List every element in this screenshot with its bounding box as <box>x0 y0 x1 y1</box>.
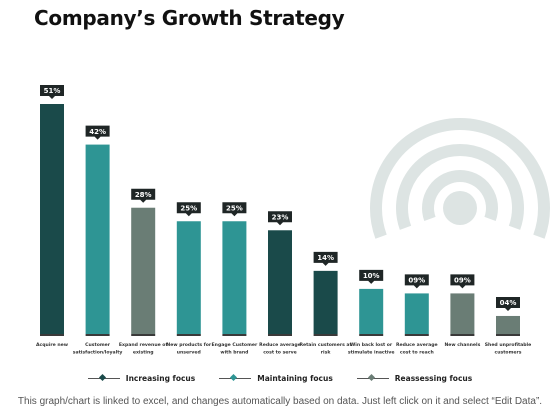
bar <box>40 104 64 334</box>
value-label: 23% <box>272 213 289 221</box>
category-label: Reduce average <box>259 342 301 348</box>
bar-base <box>313 334 338 336</box>
bar-base <box>176 334 201 336</box>
value-tag <box>359 269 384 284</box>
legend-label: Increasing focus <box>125 374 196 383</box>
category-label: existing <box>133 350 154 356</box>
legend-marker-icon <box>356 373 389 383</box>
signal-arcs-icon <box>370 118 550 239</box>
bar-base <box>268 334 292 336</box>
category-label: satisfaction/loyalty <box>73 350 123 356</box>
bar <box>268 230 292 334</box>
bar <box>359 288 384 334</box>
value-label: 25% <box>226 204 243 212</box>
page-title: Company’s Growth Strategy <box>34 6 345 30</box>
bar-base <box>359 334 384 336</box>
bar <box>496 315 520 334</box>
legend-item-reassessing: Reassessing focus <box>356 373 473 383</box>
category-label: stimulate inactive <box>348 350 395 356</box>
value-label: 42% <box>89 128 106 136</box>
value-tag <box>450 274 475 289</box>
category-label: Shed unprofitable <box>485 342 532 348</box>
value-tag <box>40 85 64 99</box>
category-label: New products for <box>166 342 211 348</box>
bar-base <box>222 334 247 336</box>
value-label: 51% <box>44 87 61 95</box>
category-label: Engage Customer <box>212 342 258 348</box>
bar-base <box>496 334 520 336</box>
bar <box>85 144 110 334</box>
bar-base <box>404 334 429 336</box>
category-label: cost to serve <box>263 350 297 356</box>
bar-base <box>85 334 110 336</box>
legend-marker-icon <box>87 373 120 383</box>
value-tag <box>176 202 201 217</box>
category-label: Retain customers at <box>299 342 352 348</box>
chart-legend: Increasing focus Maintaining focus Reass… <box>0 373 560 383</box>
category-label: risk <box>321 350 332 356</box>
category-label: New channels <box>444 342 480 348</box>
bar-base <box>131 334 156 336</box>
value-label: 25% <box>180 204 197 212</box>
value-label: 14% <box>317 254 334 262</box>
category-label: Acquire new <box>36 342 69 348</box>
category-label: unserved <box>177 350 201 356</box>
bar <box>404 293 429 334</box>
bar-base <box>40 334 64 336</box>
value-tag <box>496 296 520 311</box>
value-label: 10% <box>363 272 380 280</box>
value-label: 09% <box>408 277 425 285</box>
value-tag <box>404 274 429 289</box>
value-label: 28% <box>135 191 152 199</box>
value-tag <box>131 188 156 203</box>
category-label: Reduce average <box>396 342 438 348</box>
value-label: 09% <box>454 277 471 285</box>
bar <box>450 293 475 334</box>
bar <box>131 207 156 334</box>
value-tag <box>313 251 338 266</box>
bar-base <box>450 334 475 336</box>
category-label: customers <box>495 350 522 356</box>
bar <box>222 221 247 334</box>
category-label: cost to reach <box>400 350 434 356</box>
category-label: with brand <box>220 350 248 356</box>
bar <box>176 221 201 334</box>
footer-note: This graph/chart is linked to excel, and… <box>17 396 543 407</box>
category-label: Win back lost or <box>350 342 393 348</box>
value-tag <box>85 125 110 140</box>
legend-label: Maintaining focus <box>257 374 333 383</box>
legend-item-maintaining: Maintaining focus <box>219 373 333 383</box>
value-tag <box>268 211 292 226</box>
bar <box>313 270 338 334</box>
legend-label: Reassessing focus <box>394 374 473 383</box>
bar-chart: 51% 42% 28% 25% 25% 23% 14% 10% 09% 09% 04% Acquir… <box>36 85 550 356</box>
value-label: 04% <box>500 299 517 307</box>
category-label: Customer <box>85 342 111 348</box>
legend-marker-icon <box>219 373 252 383</box>
value-tag <box>222 202 247 217</box>
legend-item-increasing: Increasing focus <box>87 373 196 383</box>
category-label: Expand revenue of <box>119 342 169 348</box>
